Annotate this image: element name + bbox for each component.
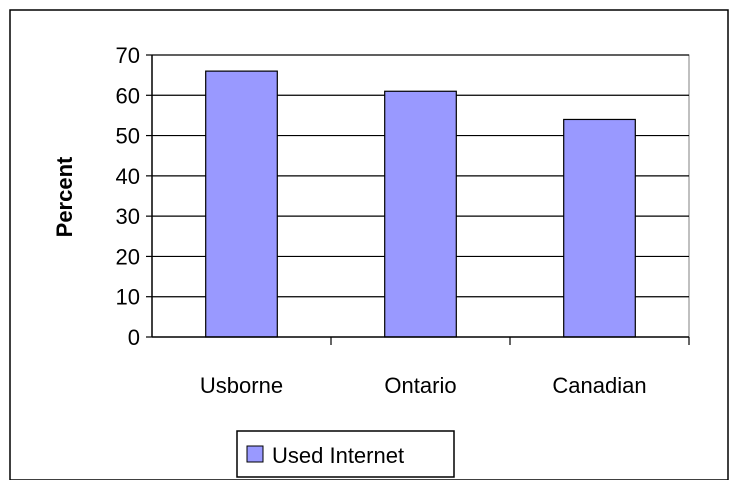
- y-tick-label-70: 70: [116, 43, 140, 68]
- y-tick-label-50: 50: [116, 124, 140, 149]
- y-tick-label-60: 60: [116, 83, 140, 108]
- bars: [205, 70, 636, 338]
- category-label-ontario: Ontario: [384, 373, 456, 398]
- bar-usborne: [205, 70, 278, 338]
- category-label-usborne: Usborne: [200, 373, 283, 398]
- y-tick-label-30: 30: [116, 204, 140, 229]
- category-label-canadian: Canadian: [552, 373, 646, 398]
- y-tick-label-20: 20: [116, 244, 140, 269]
- y-axis-title: Percent: [52, 156, 77, 237]
- y-tick-label-0: 0: [128, 325, 140, 350]
- bar-canadian: [563, 118, 636, 338]
- legend-swatch: [246, 445, 264, 463]
- legend: Used Internet: [236, 430, 455, 478]
- legend-label: Used Internet: [272, 443, 404, 468]
- legend-box: [236, 430, 455, 478]
- y-tick-label-40: 40: [116, 164, 140, 189]
- labels: 0 10 20 30 40 50 60 70 Usborne Ontario Canadian: [116, 43, 647, 398]
- y-tick-label-10: 10: [116, 285, 140, 310]
- bar-ontario: [384, 90, 457, 338]
- axes: [146, 54, 690, 345]
